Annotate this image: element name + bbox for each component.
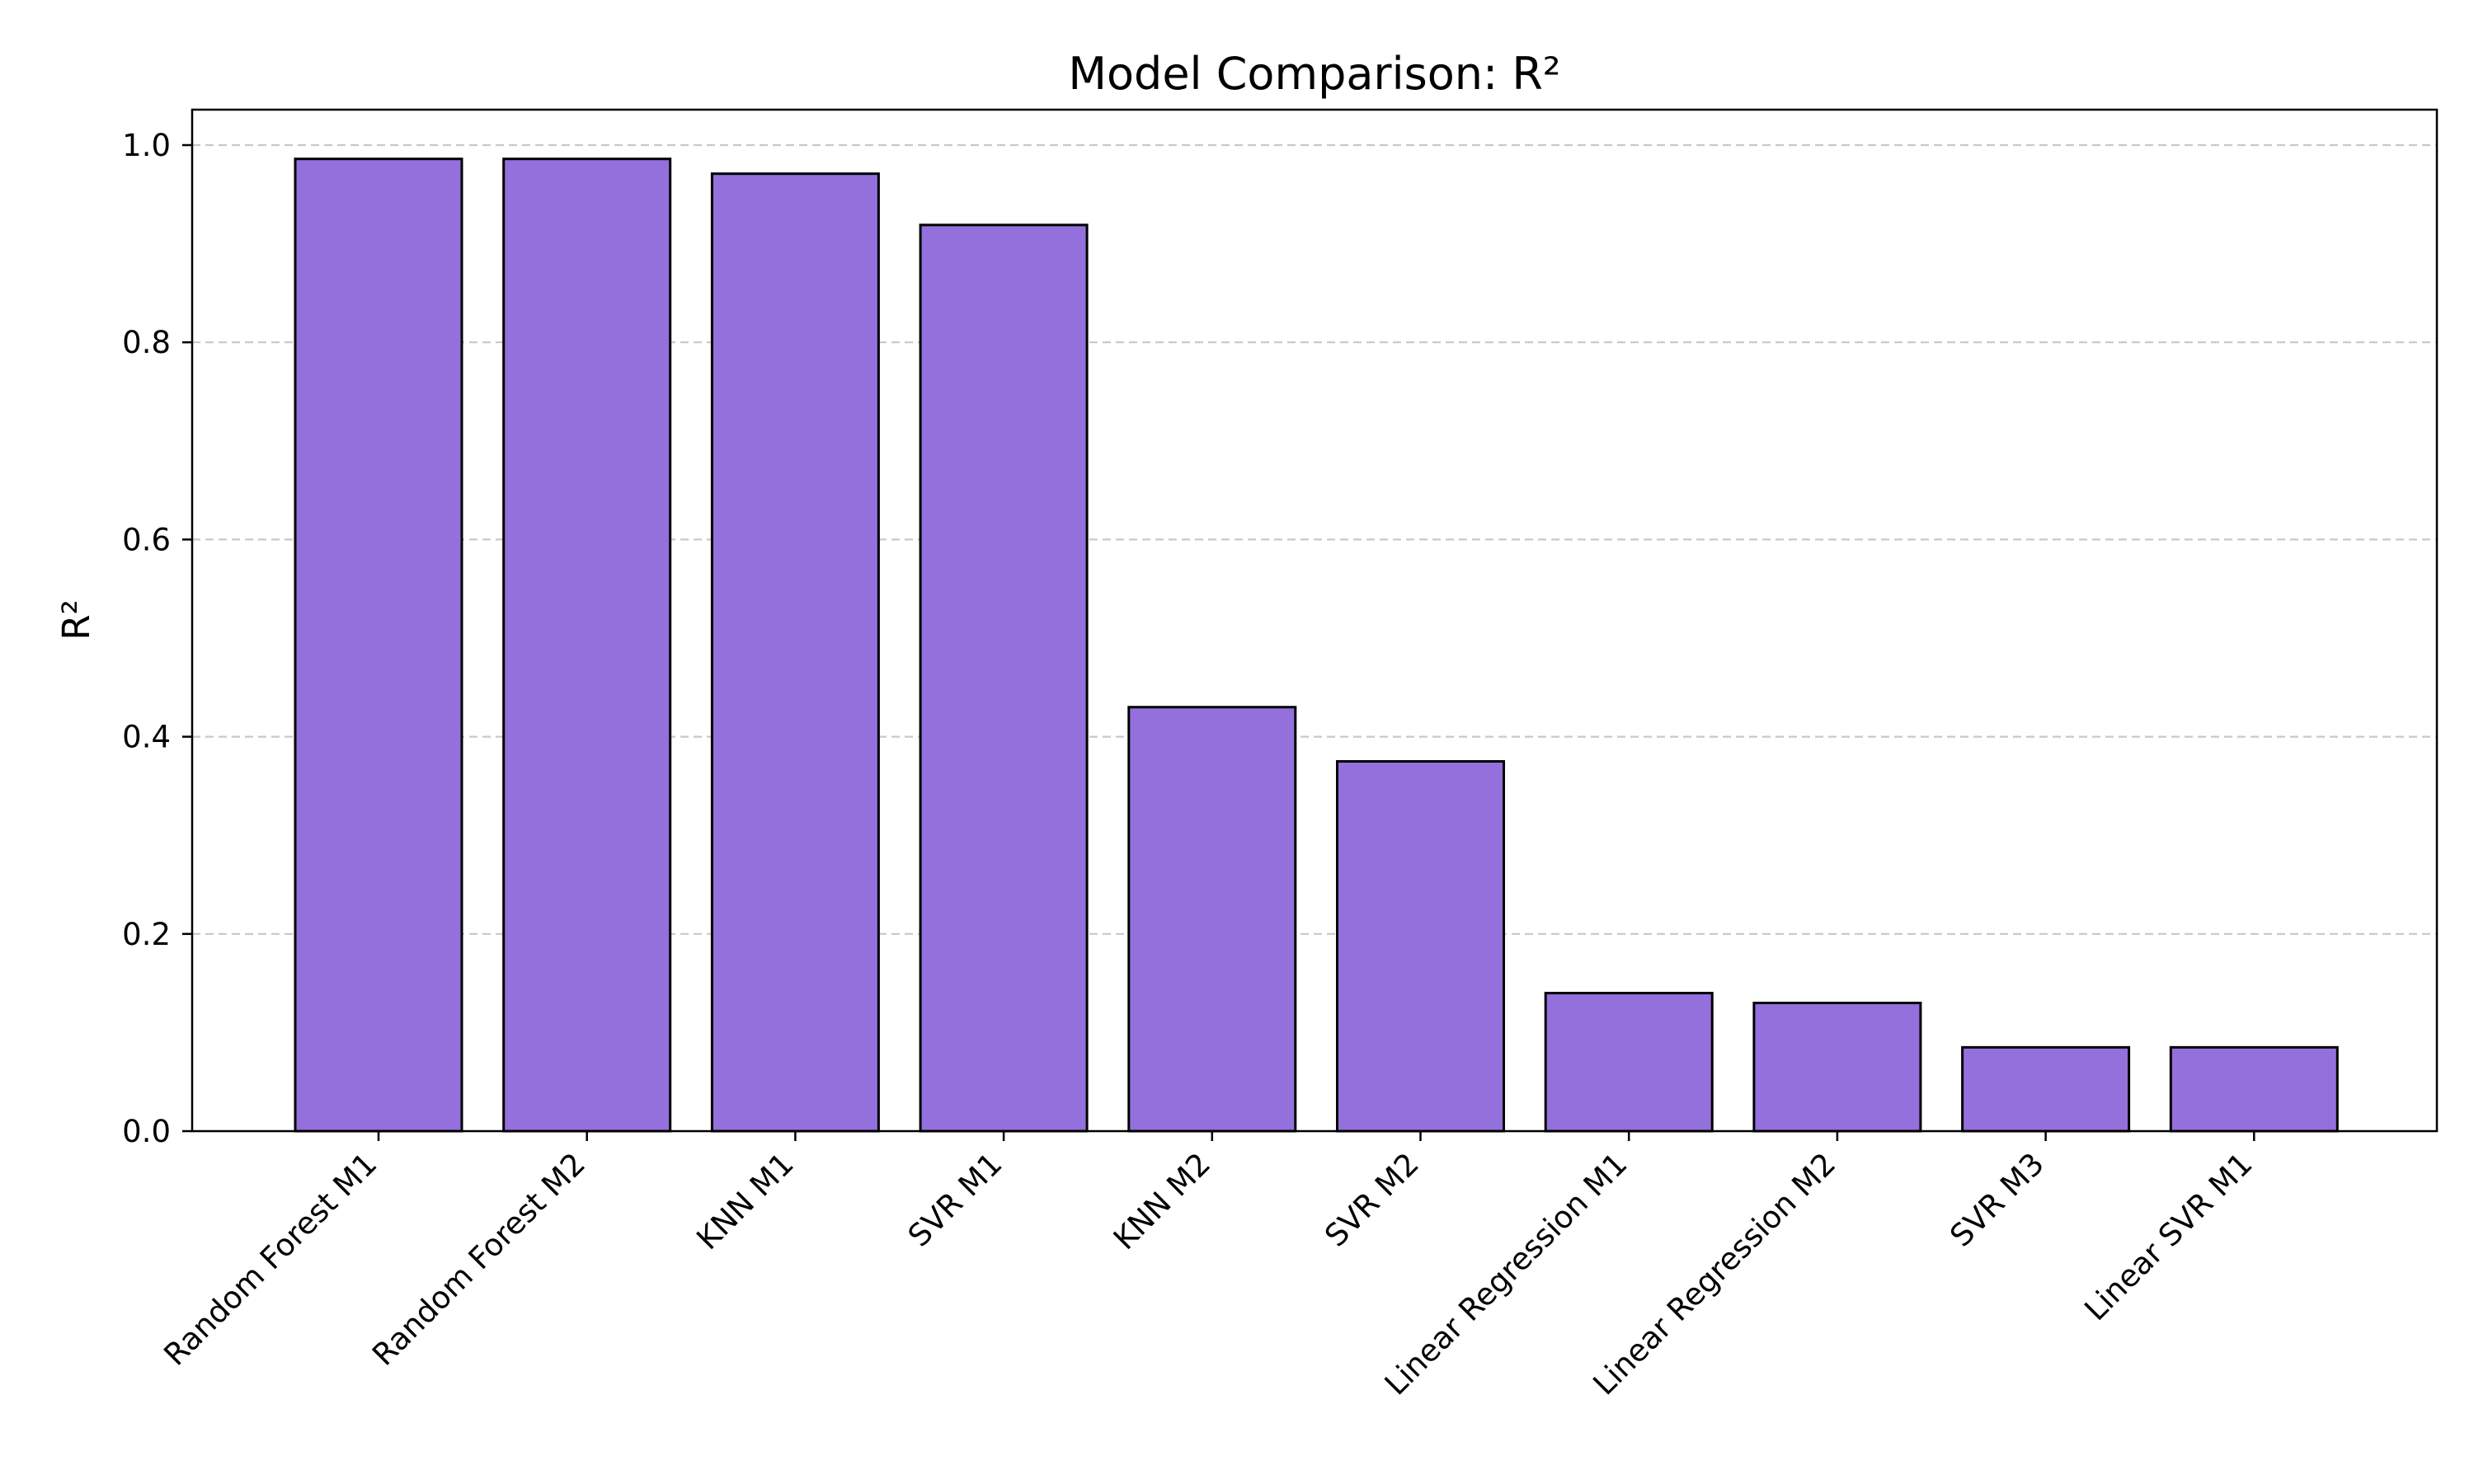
bar bbox=[502, 157, 672, 1133]
x-tick-label: KNN M1 bbox=[690, 1146, 801, 1256]
bars bbox=[294, 157, 2339, 1133]
y-tick-label: 0.6 bbox=[122, 522, 171, 557]
y-tick-label: 0.8 bbox=[122, 325, 171, 360]
x-tick-label: Linear Regression M2 bbox=[1587, 1146, 1843, 1402]
bar bbox=[2169, 1045, 2339, 1133]
x-tick-label: SVR M3 bbox=[1943, 1146, 2051, 1254]
bar bbox=[1127, 706, 1297, 1133]
y-tick-label: 0.0 bbox=[122, 1114, 171, 1149]
x-tick-label: Linear Regression M1 bbox=[1378, 1146, 1634, 1402]
bar bbox=[1961, 1045, 2131, 1133]
bar bbox=[294, 157, 463, 1133]
x-tick-label: SVR M1 bbox=[901, 1146, 1009, 1254]
y-tick-label: 0.2 bbox=[122, 917, 171, 952]
chart-title: Model Comparison: R² bbox=[1068, 48, 1560, 100]
x-tick-label: KNN M2 bbox=[1107, 1146, 1217, 1256]
y-axis: 0.0 0.2 0.4 0.6 0.8 1.0 bbox=[122, 128, 192, 1149]
x-tick-label: Random Forest M1 bbox=[157, 1146, 383, 1373]
bar bbox=[919, 223, 1089, 1133]
x-tick-label: SVR M2 bbox=[1318, 1146, 1426, 1254]
y-tick-label: 1.0 bbox=[122, 128, 171, 163]
bar bbox=[1752, 1002, 1922, 1133]
x-tick-label: Linear SVR M1 bbox=[2077, 1146, 2259, 1327]
x-tick-label: Random Forest M2 bbox=[365, 1146, 592, 1373]
y-axis-label: R² bbox=[54, 599, 98, 640]
bar bbox=[710, 172, 880, 1133]
plot-area-frame bbox=[190, 108, 2439, 1133]
bar bbox=[1336, 760, 1505, 1133]
y-tick-label: 0.4 bbox=[122, 720, 171, 755]
bar bbox=[1544, 992, 1714, 1133]
